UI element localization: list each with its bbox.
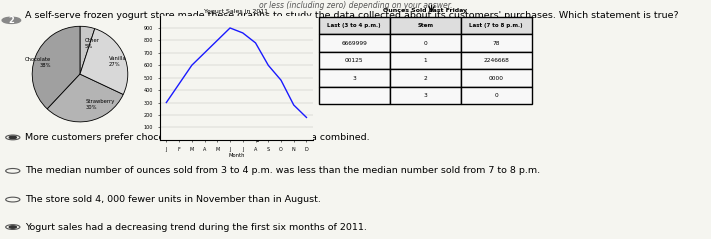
Text: The store sold 4, 000 fewer units in November than in August.: The store sold 4, 000 fewer units in Nov…: [25, 195, 321, 204]
Text: Ounces Sold Last Friday: Ounces Sold Last Friday: [383, 8, 467, 13]
Text: or less (including zero) depending on your answer.: or less (including zero) depending on yo…: [259, 1, 452, 10]
Circle shape: [9, 136, 16, 139]
Text: The median number of ounces sold from 3 to 4 p.m. was less than the median numbe: The median number of ounces sold from 3 …: [25, 166, 540, 175]
Text: Chocolate
38%: Chocolate 38%: [25, 57, 51, 68]
Text: Strawberry
30%: Strawberry 30%: [86, 99, 115, 110]
Wedge shape: [80, 26, 95, 74]
Text: Vanilla
27%: Vanilla 27%: [109, 56, 126, 67]
Wedge shape: [80, 29, 128, 94]
Wedge shape: [47, 74, 123, 122]
X-axis label: Month: Month: [228, 153, 245, 158]
Title: Yogurt Sales in 2011: Yogurt Sales in 2011: [204, 9, 269, 14]
Circle shape: [2, 17, 21, 23]
Circle shape: [9, 226, 16, 228]
Text: Other
5%: Other 5%: [85, 38, 100, 49]
Text: A self-serve frozen yogurt store made these graphs to study the data collected a: A self-serve frozen yogurt store made th…: [25, 11, 678, 20]
Wedge shape: [32, 26, 80, 109]
Text: 2: 2: [9, 16, 14, 25]
Text: Yogurt sales had a decreasing trend during the first six months of 2011.: Yogurt sales had a decreasing trend duri…: [25, 223, 367, 232]
Text: More customers prefer chocolate than strawberry and vanilla combined.: More customers prefer chocolate than str…: [25, 133, 370, 142]
